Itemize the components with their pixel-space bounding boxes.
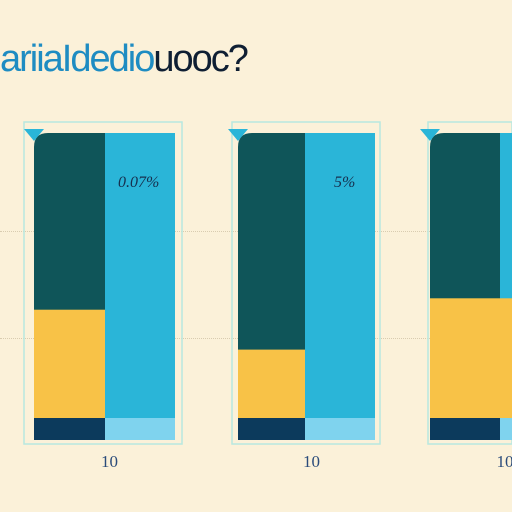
bar-cyan <box>105 133 175 440</box>
bar-yellow <box>34 309 105 418</box>
bar-base-light <box>305 418 375 440</box>
tick-label: 10 <box>303 452 320 471</box>
bar-base <box>34 418 105 440</box>
marker-triangle <box>228 129 248 141</box>
tick-label: 10 <box>101 452 118 471</box>
bar-yellow <box>430 298 512 418</box>
panel-frame <box>23 121 183 445</box>
value-label: 0.07% <box>118 174 160 191</box>
value-label: 5% <box>334 174 356 191</box>
panel-frame <box>231 121 381 445</box>
chart-title: ariiaIdediouooc? <box>0 38 249 80</box>
bar-yellow <box>238 349 305 418</box>
title-part-1: ariiaIdedio <box>0 38 155 80</box>
panel-frame <box>427 121 512 445</box>
bar-dark <box>238 133 305 418</box>
tick-label: 10 <box>496 452 512 471</box>
title-part-2: uooc? <box>153 38 249 80</box>
bar-cyan <box>305 133 375 440</box>
marker-triangle <box>420 129 440 141</box>
bar-base <box>238 418 305 440</box>
bar-base <box>430 418 500 440</box>
bar-base-light <box>500 418 512 440</box>
marker-triangle <box>24 129 44 141</box>
bar-base-light <box>105 418 175 440</box>
